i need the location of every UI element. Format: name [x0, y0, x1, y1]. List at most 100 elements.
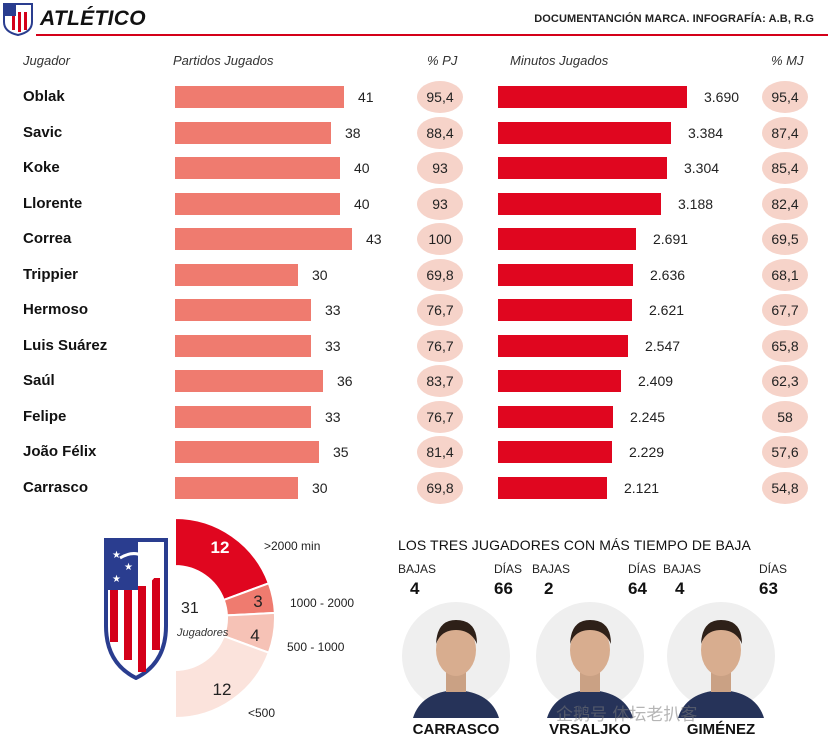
player-name: João Félix [23, 443, 97, 460]
pct-matches-value: 81,4 [426, 444, 454, 460]
pct-matches-circle [417, 223, 463, 255]
pct-minutes-circle [762, 329, 808, 362]
matches-value: 36 [337, 373, 353, 389]
minutes-bar [498, 476, 607, 499]
dias-label: DÍAS [759, 562, 788, 576]
col-header-player: Jugador [23, 53, 70, 68]
pct-minutes-value: 57,6 [771, 444, 799, 460]
player-surname: CARRASCO [412, 721, 500, 738]
matches-value: 43 [366, 231, 382, 247]
matches-bar [175, 299, 311, 321]
svg-text:★: ★ [112, 550, 121, 561]
header-divider [36, 34, 828, 36]
player-name: Hermoso [23, 301, 89, 318]
pct-minutes-value: 82,4 [771, 195, 799, 212]
pct-minutes-circle [762, 365, 808, 397]
pct-matches-value: 93 [432, 160, 448, 176]
big-crest-icon: ★ ★ ★ [104, 538, 168, 680]
donut-slice-value: 3 [253, 592, 262, 611]
donut-label-500-1000: 500 - 1000 [287, 640, 345, 654]
pct-minutes-circle [762, 400, 808, 433]
donut-slice-value: 12 [211, 538, 230, 557]
pct-minutes-value: 85,4 [771, 160, 799, 176]
pct-minutes-value: 54,8 [771, 479, 799, 496]
pct-minutes-circle [762, 471, 808, 504]
pct-minutes-value: 69,5 [771, 231, 799, 247]
player-surname: VRSALJKO [549, 721, 631, 738]
pct-minutes-circle [762, 258, 808, 291]
matches-value: 40 [354, 195, 370, 212]
donut-slice-value: 12 [213, 680, 232, 699]
matches-bar [175, 121, 331, 144]
minutes-value: 2.621 [649, 302, 685, 318]
pct-matches-value: 76,7 [426, 337, 454, 354]
pct-minutes-value: 68,1 [771, 266, 799, 283]
matches-bar [175, 86, 344, 108]
pct-matches-circle [417, 471, 463, 504]
matches-value: 30 [312, 266, 328, 283]
player-name: Oblak [23, 88, 65, 105]
bajas-label: BAJAS [663, 562, 702, 576]
matches-value: 33 [325, 337, 341, 354]
col-header-pct-matches: % PJ [427, 53, 458, 68]
pct-matches-circle [417, 436, 463, 468]
minutes-value: 3.304 [684, 160, 720, 176]
matches-value: 33 [325, 302, 341, 318]
player-name: Koke [23, 159, 60, 176]
pct-matches-circle [417, 329, 463, 362]
player-portrait-icon [667, 602, 775, 718]
matches-bar [175, 228, 352, 250]
minutes-bar [498, 121, 671, 144]
svg-text:★: ★ [124, 562, 133, 573]
pct-minutes-value: 87,4 [771, 124, 799, 141]
donut-label-gt2000: >2000 min [264, 539, 321, 553]
player-surname: GIMÉNEZ [686, 721, 756, 738]
pct-minutes-value: 67,7 [771, 302, 799, 318]
col-header-matches: Partidos Jugados [173, 53, 274, 68]
matches-bar [175, 441, 319, 463]
pct-matches-circle [417, 152, 463, 184]
matches-bar [175, 334, 311, 357]
pct-minutes-value: 95,4 [771, 89, 799, 105]
dias-value: 66 [494, 579, 513, 598]
donut-total-label: Jugadores [177, 627, 229, 639]
bajas-label: BAJAS [398, 562, 437, 576]
matches-bar [175, 370, 323, 392]
matches-value: 41 [358, 89, 374, 105]
minutes-value: 3.188 [678, 195, 714, 212]
minutes-value: 2.691 [653, 231, 689, 247]
pct-minutes-circle [762, 81, 808, 113]
matches-value: 38 [345, 124, 361, 141]
bajas-label: BAJAS [532, 562, 571, 576]
pct-minutes-circle [762, 187, 808, 220]
matches-bar [175, 263, 298, 286]
player-name: Luis Suárez [23, 336, 108, 354]
dias-label: DÍAS [628, 562, 657, 576]
pct-minutes-value: 58 [777, 408, 793, 425]
pct-matches-value: 69,8 [426, 479, 454, 496]
dias-value: 63 [759, 579, 778, 598]
minutes-value: 2.547 [645, 337, 681, 354]
minutes-value: 2.245 [630, 408, 666, 425]
page-title: ATLÉTICO [40, 7, 146, 30]
header: ATLÉTICO DOCUMENTANCIÓN MARCA. INFOGRAFÍ… [0, 0, 828, 38]
donut-total: 31 [181, 600, 199, 617]
matches-bar [175, 192, 340, 215]
player-name: Saúl [23, 372, 55, 389]
watermark: 企鹅号 体坛老扒客 [556, 705, 698, 725]
pct-matches-circle [417, 81, 463, 113]
pct-matches-value: 69,8 [426, 266, 454, 283]
pct-matches-circle [417, 258, 463, 291]
dias-value: 64 [628, 579, 647, 598]
pct-matches-value: 76,7 [426, 408, 454, 425]
pct-matches-circle [417, 294, 463, 326]
pct-matches-circle [417, 187, 463, 220]
player-name: Felipe [23, 407, 67, 425]
injuries-title: LOS TRES JUGADORES CON MÁS TIEMPO DE BAJ… [398, 537, 751, 553]
pct-minutes-value: 65,8 [771, 337, 799, 354]
matches-value: 33 [325, 408, 341, 425]
minutes-value: 2.636 [650, 266, 686, 283]
pct-matches-value: 100 [428, 231, 452, 247]
bajas-value: 4 [675, 579, 685, 598]
